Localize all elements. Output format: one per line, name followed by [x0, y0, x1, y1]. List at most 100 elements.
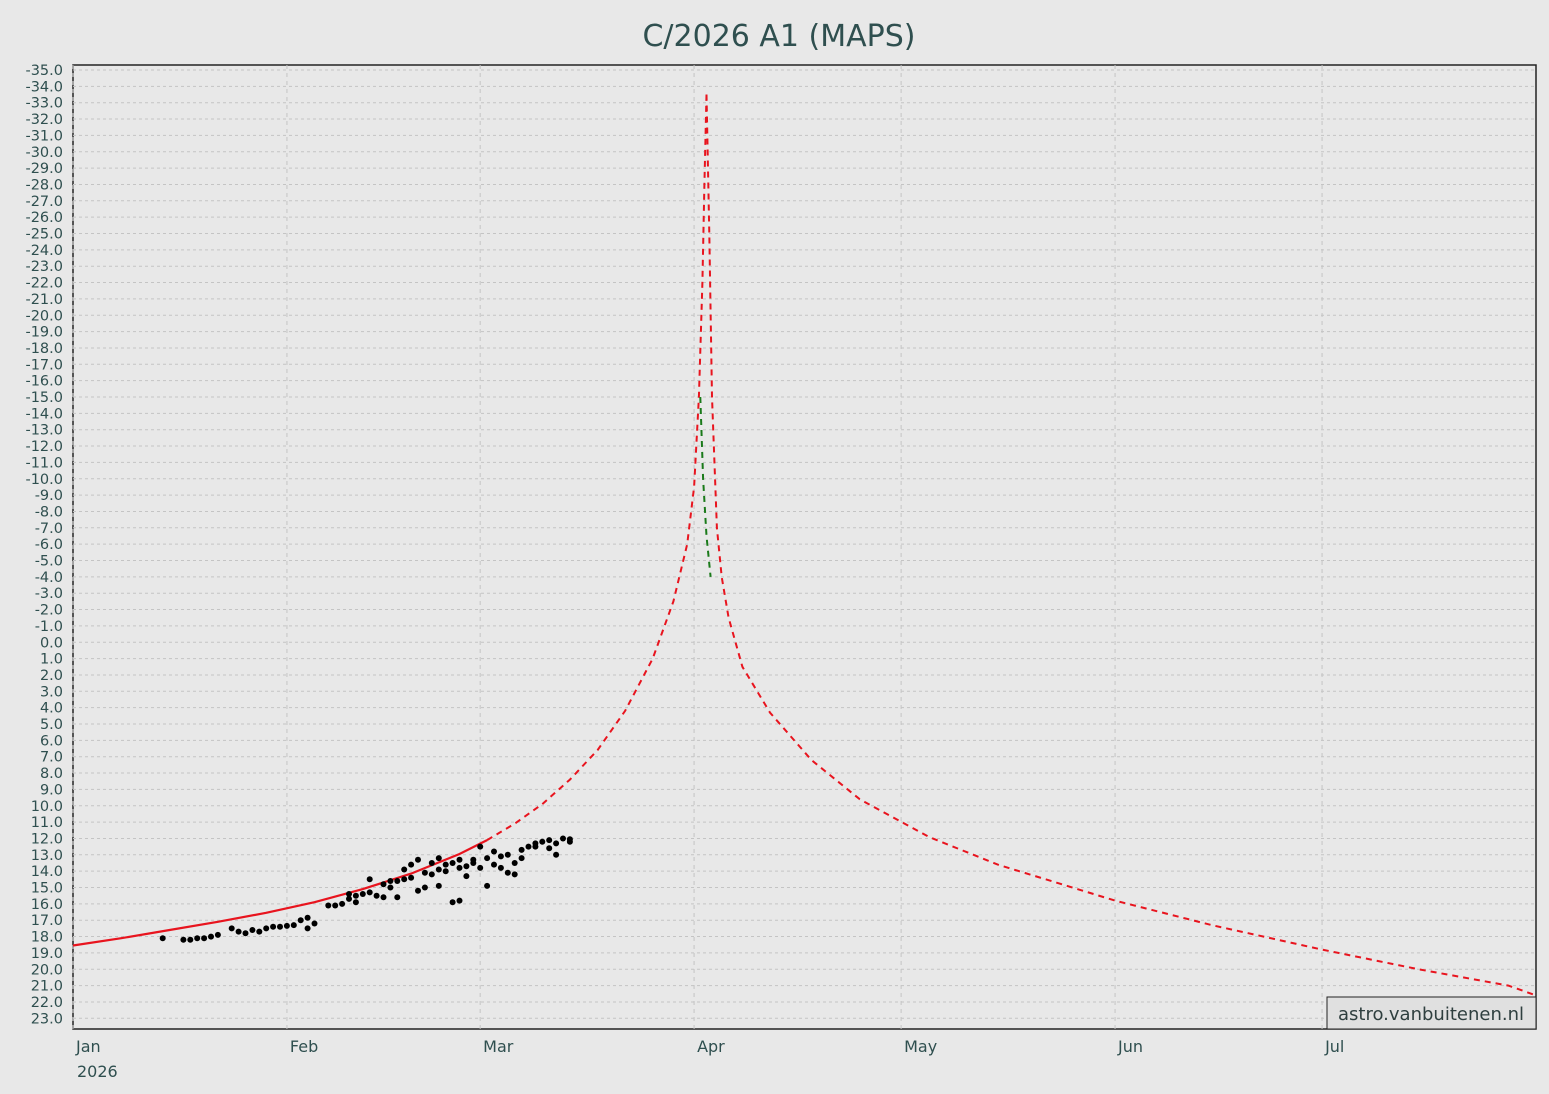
y-tick-label: 15.0: [31, 881, 63, 897]
x-tick-label: Jan: [75, 1037, 101, 1056]
watermark-box: astro.vanbuitenen.nl: [1326, 996, 1537, 1030]
series-prediction-highlight: [699, 396, 712, 577]
y-tick-label: -10.0: [25, 472, 63, 488]
y-tick-label: 1.0: [40, 652, 63, 668]
observation-point: [290, 922, 297, 929]
y-tick-label: -27.0: [25, 194, 63, 210]
series-fit: [72, 839, 488, 947]
x-tick-label: May: [904, 1037, 937, 1056]
observation-point: [518, 846, 525, 853]
observation-point: [421, 869, 428, 876]
observation-point: [525, 843, 532, 850]
y-tick-label: -25.0: [25, 227, 63, 243]
y-tick-label: 21.0: [31, 979, 63, 995]
observation-point: [477, 843, 484, 850]
y-tick-label: -19.0: [25, 325, 63, 341]
observation-point: [456, 897, 463, 904]
series-prediction-post: [705, 94, 1537, 997]
observation-point: [497, 853, 504, 860]
y-tick-label: -34.0: [25, 79, 63, 95]
observation-point: [311, 920, 318, 927]
y-axis-ticks: -35.0-34.0-33.0-32.0-31.0-30.0-29.0-28.0…: [25, 63, 63, 1027]
y-tick-label: 19.0: [31, 946, 63, 962]
observation-point: [352, 892, 359, 899]
y-tick-label: -5.0: [35, 554, 63, 570]
observation-point: [359, 891, 366, 897]
y-tick-label: 22.0: [31, 995, 63, 1011]
observation-point: [387, 884, 394, 891]
series-layer: [72, 94, 1537, 997]
observation-point: [470, 860, 477, 866]
observation-point: [428, 871, 435, 878]
y-tick-label: -17.0: [25, 357, 63, 373]
y-tick-label: 20.0: [31, 962, 63, 978]
y-tick-label: -20.0: [25, 308, 63, 324]
observation-point: [214, 931, 221, 938]
y-tick-label: -35.0: [25, 63, 63, 79]
plot-area: [72, 64, 1537, 1030]
y-tick-label: 3.0: [40, 684, 63, 700]
y-tick-label: -29.0: [25, 161, 63, 177]
observation-point: [380, 881, 387, 888]
y-tick-label: -9.0: [35, 488, 63, 504]
observation-point: [408, 861, 415, 868]
y-tick-label: -32.0: [25, 112, 63, 128]
y-tick-label: -22.0: [25, 276, 63, 292]
observation-point: [511, 871, 518, 878]
observation-point: [401, 876, 408, 883]
y-tick-label: 10.0: [31, 799, 63, 815]
y-tick-label: 13.0: [31, 848, 63, 864]
observation-point: [304, 925, 311, 932]
observations-layer: [159, 835, 573, 943]
y-tick-label: 23.0: [31, 1011, 63, 1027]
observation-point: [159, 935, 166, 942]
observation-point: [352, 899, 359, 906]
observation-point: [283, 922, 290, 929]
observation-point: [401, 866, 408, 873]
y-tick-label: -24.0: [25, 243, 63, 259]
y-tick-label: -11.0: [25, 455, 63, 471]
observation-point: [532, 843, 539, 850]
observation-point: [277, 923, 283, 930]
y-tick-label: 18.0: [31, 930, 63, 946]
observation-point: [511, 860, 518, 866]
x-tick-label: Feb: [290, 1037, 318, 1056]
observation-point: [456, 864, 463, 871]
observation-point: [553, 851, 560, 858]
series-prediction: [486, 94, 708, 841]
observation-point: [249, 927, 256, 933]
observation-point: [394, 878, 401, 884]
observation-point: [346, 895, 352, 902]
x-tick-label: Jun: [1117, 1037, 1143, 1056]
y-tick-label: -13.0: [25, 423, 63, 439]
observation-point: [449, 860, 456, 866]
observation-point: [346, 891, 352, 897]
y-tick-label: -6.0: [35, 537, 63, 553]
observation-point: [366, 876, 373, 883]
observation-point: [297, 917, 304, 924]
observation-point: [270, 923, 277, 930]
y-tick-label: 0.0: [40, 635, 63, 651]
observation-point: [566, 836, 573, 843]
y-tick-label: 8.0: [40, 766, 63, 782]
observation-point: [208, 933, 214, 940]
observation-point: [194, 935, 201, 942]
y-tick-label: -30.0: [25, 145, 63, 161]
observation-point: [560, 835, 566, 842]
y-tick-label: 11.0: [31, 815, 63, 831]
observation-point: [463, 863, 470, 870]
observation-point: [325, 902, 332, 909]
observation-point: [242, 930, 249, 937]
observation-point: [442, 868, 449, 875]
y-tick-label: -23.0: [25, 259, 63, 275]
observation-point: [449, 899, 456, 906]
y-tick-label: 17.0: [31, 913, 63, 929]
observation-point: [373, 892, 380, 899]
observation-point: [456, 856, 463, 863]
y-tick-label: -15.0: [25, 390, 63, 406]
observation-point: [387, 878, 394, 884]
observation-point: [187, 936, 194, 943]
observation-point: [201, 935, 208, 942]
observation-point: [442, 861, 449, 868]
y-tick-label: 12.0: [31, 831, 63, 847]
